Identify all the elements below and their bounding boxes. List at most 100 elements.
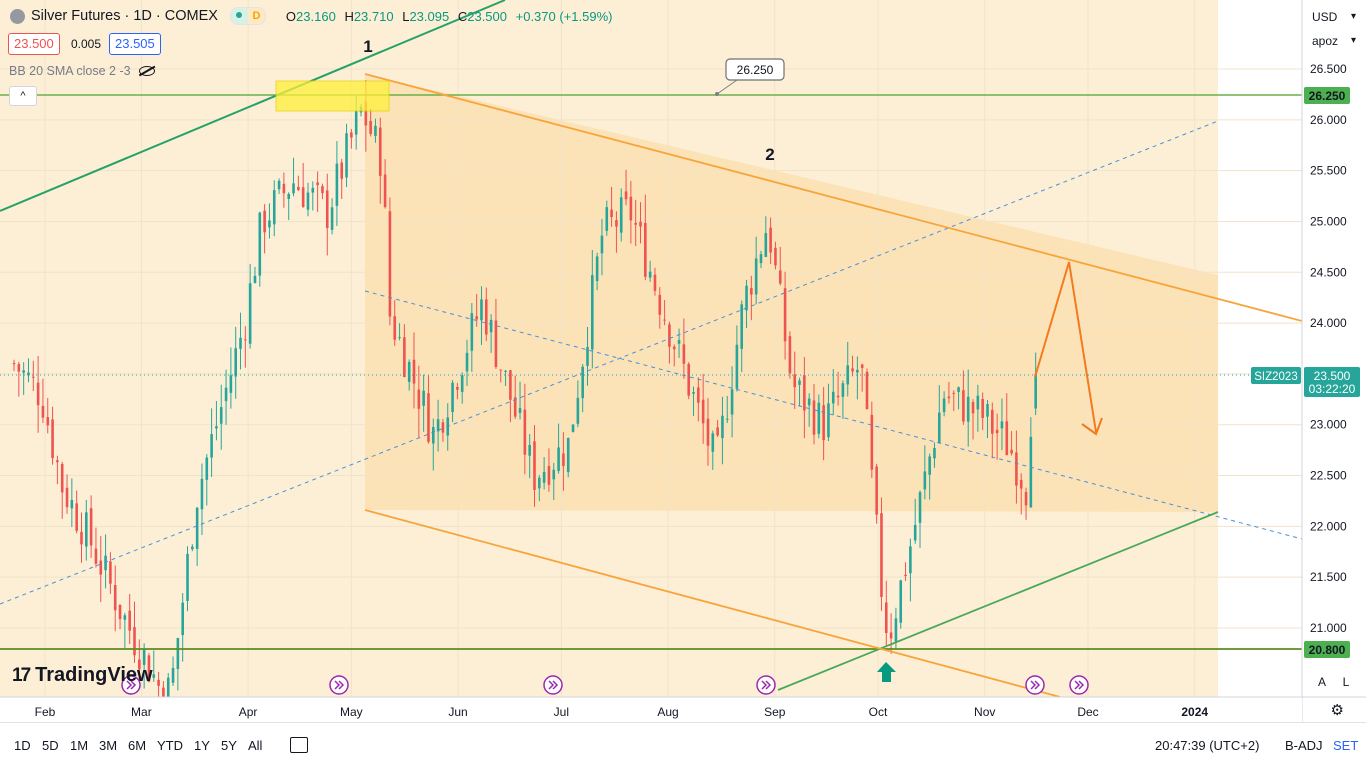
candle[interactable] <box>774 241 777 270</box>
candle[interactable] <box>345 123 348 188</box>
candle[interactable] <box>793 351 797 409</box>
candle[interactable] <box>441 418 445 442</box>
candle[interactable] <box>89 495 93 558</box>
candle[interactable] <box>909 538 912 602</box>
candle[interactable] <box>123 612 127 648</box>
candle[interactable] <box>697 377 700 422</box>
candle[interactable] <box>653 267 657 296</box>
buy-arrow-icon[interactable] <box>877 662 896 682</box>
candle[interactable] <box>812 383 816 445</box>
market-status-pill[interactable]: D <box>229 7 266 25</box>
candle[interactable] <box>205 454 209 506</box>
candle[interactable] <box>80 512 83 563</box>
candle[interactable] <box>952 390 956 412</box>
candle[interactable] <box>311 181 315 211</box>
candle[interactable] <box>412 332 416 409</box>
session-toggle[interactable]: SET <box>1333 738 1359 753</box>
candle[interactable] <box>937 385 941 444</box>
candle[interactable] <box>403 324 406 378</box>
candle[interactable] <box>51 406 54 465</box>
candle[interactable] <box>200 463 204 536</box>
candle[interactable] <box>1024 487 1028 520</box>
callout-box[interactable] <box>725 58 785 81</box>
candle[interactable] <box>538 475 541 502</box>
candle[interactable] <box>316 171 319 212</box>
candle[interactable] <box>995 413 999 460</box>
candle[interactable] <box>600 219 604 276</box>
candle[interactable] <box>706 398 710 466</box>
candle[interactable] <box>566 437 570 478</box>
date-range-icon[interactable] <box>290 737 308 753</box>
candle[interactable] <box>663 300 666 326</box>
candle[interactable] <box>234 326 238 399</box>
candle[interactable] <box>701 373 705 444</box>
candle[interactable] <box>591 249 594 369</box>
candle[interactable] <box>884 580 888 648</box>
event-marker-icon[interactable] <box>1069 675 1089 695</box>
candle[interactable] <box>162 681 165 723</box>
candle[interactable] <box>562 432 565 491</box>
candle[interactable] <box>272 180 276 237</box>
candle[interactable] <box>287 192 291 221</box>
candle[interactable] <box>393 300 397 346</box>
candle[interactable] <box>605 200 609 236</box>
candle[interactable] <box>427 375 430 444</box>
candle[interactable] <box>923 445 927 500</box>
price-scale[interactable] <box>1302 0 1366 697</box>
candle[interactable] <box>456 382 459 400</box>
candle[interactable] <box>962 370 965 425</box>
candle[interactable] <box>740 300 744 373</box>
candle[interactable] <box>499 369 503 383</box>
candle[interactable] <box>417 365 421 438</box>
candle[interactable] <box>933 442 936 468</box>
candle[interactable] <box>778 246 782 286</box>
dashed-rising-line[interactable] <box>0 120 1219 605</box>
candle[interactable] <box>191 544 194 552</box>
timeframe-1y[interactable]: 1Y <box>194 738 210 753</box>
candle[interactable] <box>851 355 854 377</box>
candle[interactable] <box>571 424 575 433</box>
candle[interactable] <box>711 430 715 470</box>
candle[interactable] <box>1029 417 1033 508</box>
candle[interactable] <box>576 380 580 428</box>
candle[interactable] <box>407 359 411 391</box>
candle[interactable] <box>99 536 103 603</box>
candle[interactable] <box>1019 473 1023 515</box>
candle[interactable] <box>1034 352 1037 416</box>
candle[interactable] <box>239 312 242 370</box>
candle[interactable] <box>971 399 975 440</box>
candle[interactable] <box>870 401 874 478</box>
candle[interactable] <box>518 381 522 420</box>
candle[interactable] <box>133 601 136 663</box>
candle[interactable] <box>1010 431 1013 456</box>
candle[interactable] <box>219 384 223 450</box>
candle[interactable] <box>17 361 21 397</box>
candle[interactable] <box>860 363 864 392</box>
candle[interactable] <box>253 266 257 284</box>
candle[interactable] <box>335 141 339 226</box>
candle[interactable] <box>672 344 676 367</box>
time-scale[interactable] <box>0 697 1302 722</box>
candle[interactable] <box>258 211 262 287</box>
candle[interactable] <box>378 117 382 204</box>
timeframe-1d[interactable]: 1D <box>14 738 31 753</box>
candle[interactable] <box>128 594 131 645</box>
candle[interactable] <box>615 211 618 253</box>
candle[interactable] <box>928 453 931 500</box>
candle[interactable] <box>369 108 372 137</box>
candle[interactable] <box>750 275 753 321</box>
candle[interactable] <box>875 463 878 524</box>
candle[interactable] <box>831 369 835 416</box>
candle[interactable] <box>470 303 474 372</box>
dashed-falling-line[interactable] <box>364 290 1302 540</box>
candle[interactable] <box>65 474 69 514</box>
symbol-title[interactable]: Silver Futures · 1D · COMEX <box>31 8 218 24</box>
candle[interactable] <box>422 374 425 432</box>
lower-rising-trendline[interactable] <box>777 511 1219 691</box>
timeframe-6m[interactable]: 6M <box>128 738 147 753</box>
candle[interactable] <box>263 204 266 254</box>
candle[interactable] <box>282 172 286 208</box>
candle[interactable] <box>436 399 440 452</box>
candle[interactable] <box>85 499 88 561</box>
candle[interactable] <box>966 369 970 447</box>
